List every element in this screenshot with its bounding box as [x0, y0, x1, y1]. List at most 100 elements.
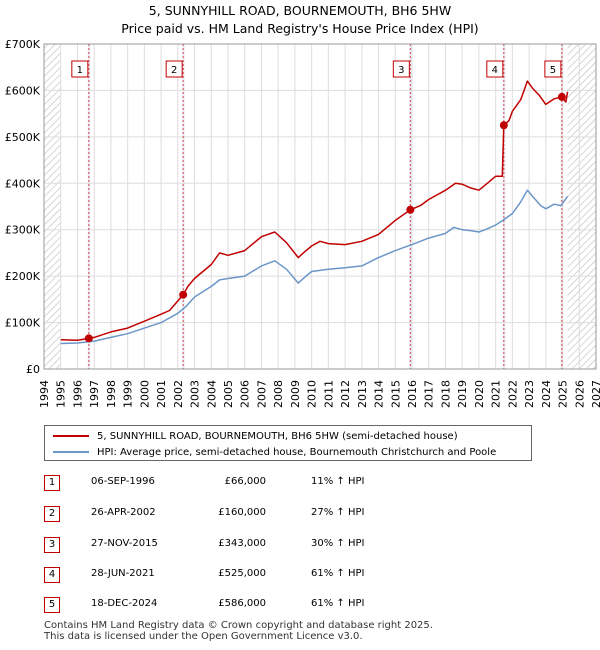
sale-label-text: 3: [398, 65, 404, 76]
sale-price: £160,000: [218, 507, 266, 518]
sale-point: [499, 121, 508, 130]
x-tick-label: 2004: [205, 380, 218, 408]
price-chart: 1 2 3 4 5 £0 £100K £200K £300K £400K £500K £600K £70…: [5, 38, 600, 408]
x-tick-label: 1996: [71, 380, 84, 408]
x-tick-label: 2019: [456, 380, 469, 408]
y-tick-label: £600K: [5, 84, 41, 97]
sale-price: £525,000: [218, 568, 266, 579]
footer-license: This data is licensed under the Open Gov…: [44, 631, 363, 642]
sale-label-box: 4: [486, 60, 504, 78]
sale-hpi-change: 30% ↑ HPI: [311, 538, 365, 549]
sale-price: £586,000: [218, 598, 266, 609]
x-tick-label: 2005: [222, 380, 235, 408]
sale-price: £343,000: [218, 538, 266, 549]
sale-number-badge: 5: [44, 597, 60, 613]
table-row: 1 06-SEP-1996 £66,000 11% ↑ HPI: [44, 472, 564, 494]
sale-date: 26-APR-2002: [91, 507, 156, 518]
x-tick-label: 1999: [122, 380, 135, 408]
x-tick-label: 2001: [155, 380, 168, 408]
chart-subtitle: Price paid vs. HM Land Registry's House …: [121, 21, 479, 36]
sale-date: 06-SEP-1996: [91, 476, 155, 487]
x-tick-label: 2009: [289, 380, 302, 408]
sale-point: [406, 205, 415, 214]
sale-label-text: 4: [492, 65, 498, 76]
x-tick-label: 2025: [557, 380, 570, 408]
table-row: 3 27-NOV-2015 £343,000 30% ↑ HPI: [44, 534, 564, 556]
y-tick-label: £400K: [5, 177, 41, 190]
y-tick-label: £200K: [5, 270, 41, 283]
chart-title: 5, SUNNYHILL ROAD, BOURNEMOUTH, BH6 5HW: [148, 3, 452, 18]
legend-label-property: 5, SUNNYHILL ROAD, BOURNEMOUTH, BH6 5HW …: [97, 430, 458, 442]
x-tick-label: 2023: [523, 380, 536, 408]
chart-legend: 5, SUNNYHILL ROAD, BOURNEMOUTH, BH6 5HW …: [44, 425, 532, 461]
sale-number-badge: 2: [44, 506, 60, 522]
x-tick-label: 2017: [423, 380, 436, 408]
x-tick-label: 1995: [55, 380, 68, 408]
x-tick-label: 2014: [373, 380, 386, 408]
x-tick-label: 2002: [172, 380, 185, 408]
sale-label-box: 2: [165, 60, 183, 78]
plot-border: [43, 43, 597, 370]
sale-label-box: 5: [544, 60, 562, 78]
sale-label-box: 3: [392, 60, 410, 78]
x-tick-label: 2000: [138, 380, 151, 408]
y-tick-label: £100K: [5, 317, 41, 330]
sale-hpi-change: 61% ↑ HPI: [311, 598, 365, 609]
y-tick-label: £700K: [5, 38, 41, 51]
x-tick-label: 2007: [255, 380, 268, 408]
x-tick-label: 2018: [439, 380, 452, 408]
sale-number-badge: 4: [44, 567, 60, 583]
y-tick-label: £300K: [5, 224, 41, 237]
legend-item-property: 5, SUNNYHILL ROAD, BOURNEMOUTH, BH6 5HW …: [53, 428, 458, 444]
sale-point: [84, 334, 93, 343]
sale-number-badge: 3: [44, 537, 60, 553]
x-tick-label: 2020: [473, 380, 486, 408]
x-tick-label: 2003: [189, 380, 202, 408]
x-tick-label: 2006: [239, 380, 252, 408]
x-tick-label: 2008: [272, 380, 285, 408]
sale-shade-band: [87, 44, 91, 369]
table-row: 2 26-APR-2002 £160,000 27% ↑ HPI: [44, 503, 564, 525]
sale-label-frame: [544, 60, 562, 78]
x-tick-label: 2021: [490, 380, 503, 408]
x-tick-label: 2015: [389, 380, 402, 408]
sale-hpi-change: 11% ↑ HPI: [311, 476, 365, 487]
sale-label-frame: [71, 60, 89, 78]
sale-date: 28-JUN-2021: [91, 568, 155, 579]
sale-date: 27-NOV-2015: [91, 538, 158, 549]
sale-label-frame: [486, 60, 504, 78]
footer-copyright: Contains HM Land Registry data © Crown c…: [44, 620, 433, 631]
hatch-region-start: [44, 44, 61, 369]
x-tick-label: 2027: [590, 380, 600, 408]
x-tick-label: 1998: [105, 380, 118, 408]
x-tick-label: 2024: [540, 380, 553, 408]
sale-label-text: 2: [171, 65, 177, 76]
x-tick-label: 2022: [506, 380, 519, 408]
sale-label-box: 1: [71, 60, 89, 78]
hatch-region-end: [567, 44, 596, 369]
sale-shade-band: [182, 44, 185, 369]
legend-item-hpi: HPI: Average price, semi-detached house,…: [53, 444, 496, 460]
sale-price: £66,000: [224, 476, 266, 487]
x-tick-label: 2026: [573, 380, 586, 408]
sale-point: [179, 290, 188, 299]
plot-area: [44, 44, 596, 369]
sale-date: 18-DEC-2024: [91, 598, 158, 609]
sale-label-text: 5: [550, 65, 556, 76]
x-tick-label: 1994: [38, 380, 51, 408]
sale-number-badge: 1: [44, 475, 60, 491]
legend-swatch-property: [53, 435, 89, 437]
legend-label-hpi: HPI: Average price, semi-detached house,…: [97, 446, 497, 458]
sale-hpi-change: 61% ↑ HPI: [311, 568, 365, 579]
y-tick-label: £500K: [5, 131, 41, 144]
table-row: 4 28-JUN-2021 £525,000 61% ↑ HPI: [44, 564, 564, 586]
hpi-series-line: [60, 189, 569, 345]
x-tick-label: 2012: [339, 380, 352, 408]
x-tick-label: 1997: [88, 380, 101, 408]
property-series-line: [60, 80, 569, 341]
sale-label-frame: [392, 60, 410, 78]
table-row: 5 18-DEC-2024 £586,000 61% ↑ HPI: [44, 594, 564, 616]
sale-label-text: 1: [77, 65, 83, 76]
x-tick-label: 2013: [356, 380, 369, 408]
legend-swatch-hpi: [53, 451, 89, 453]
